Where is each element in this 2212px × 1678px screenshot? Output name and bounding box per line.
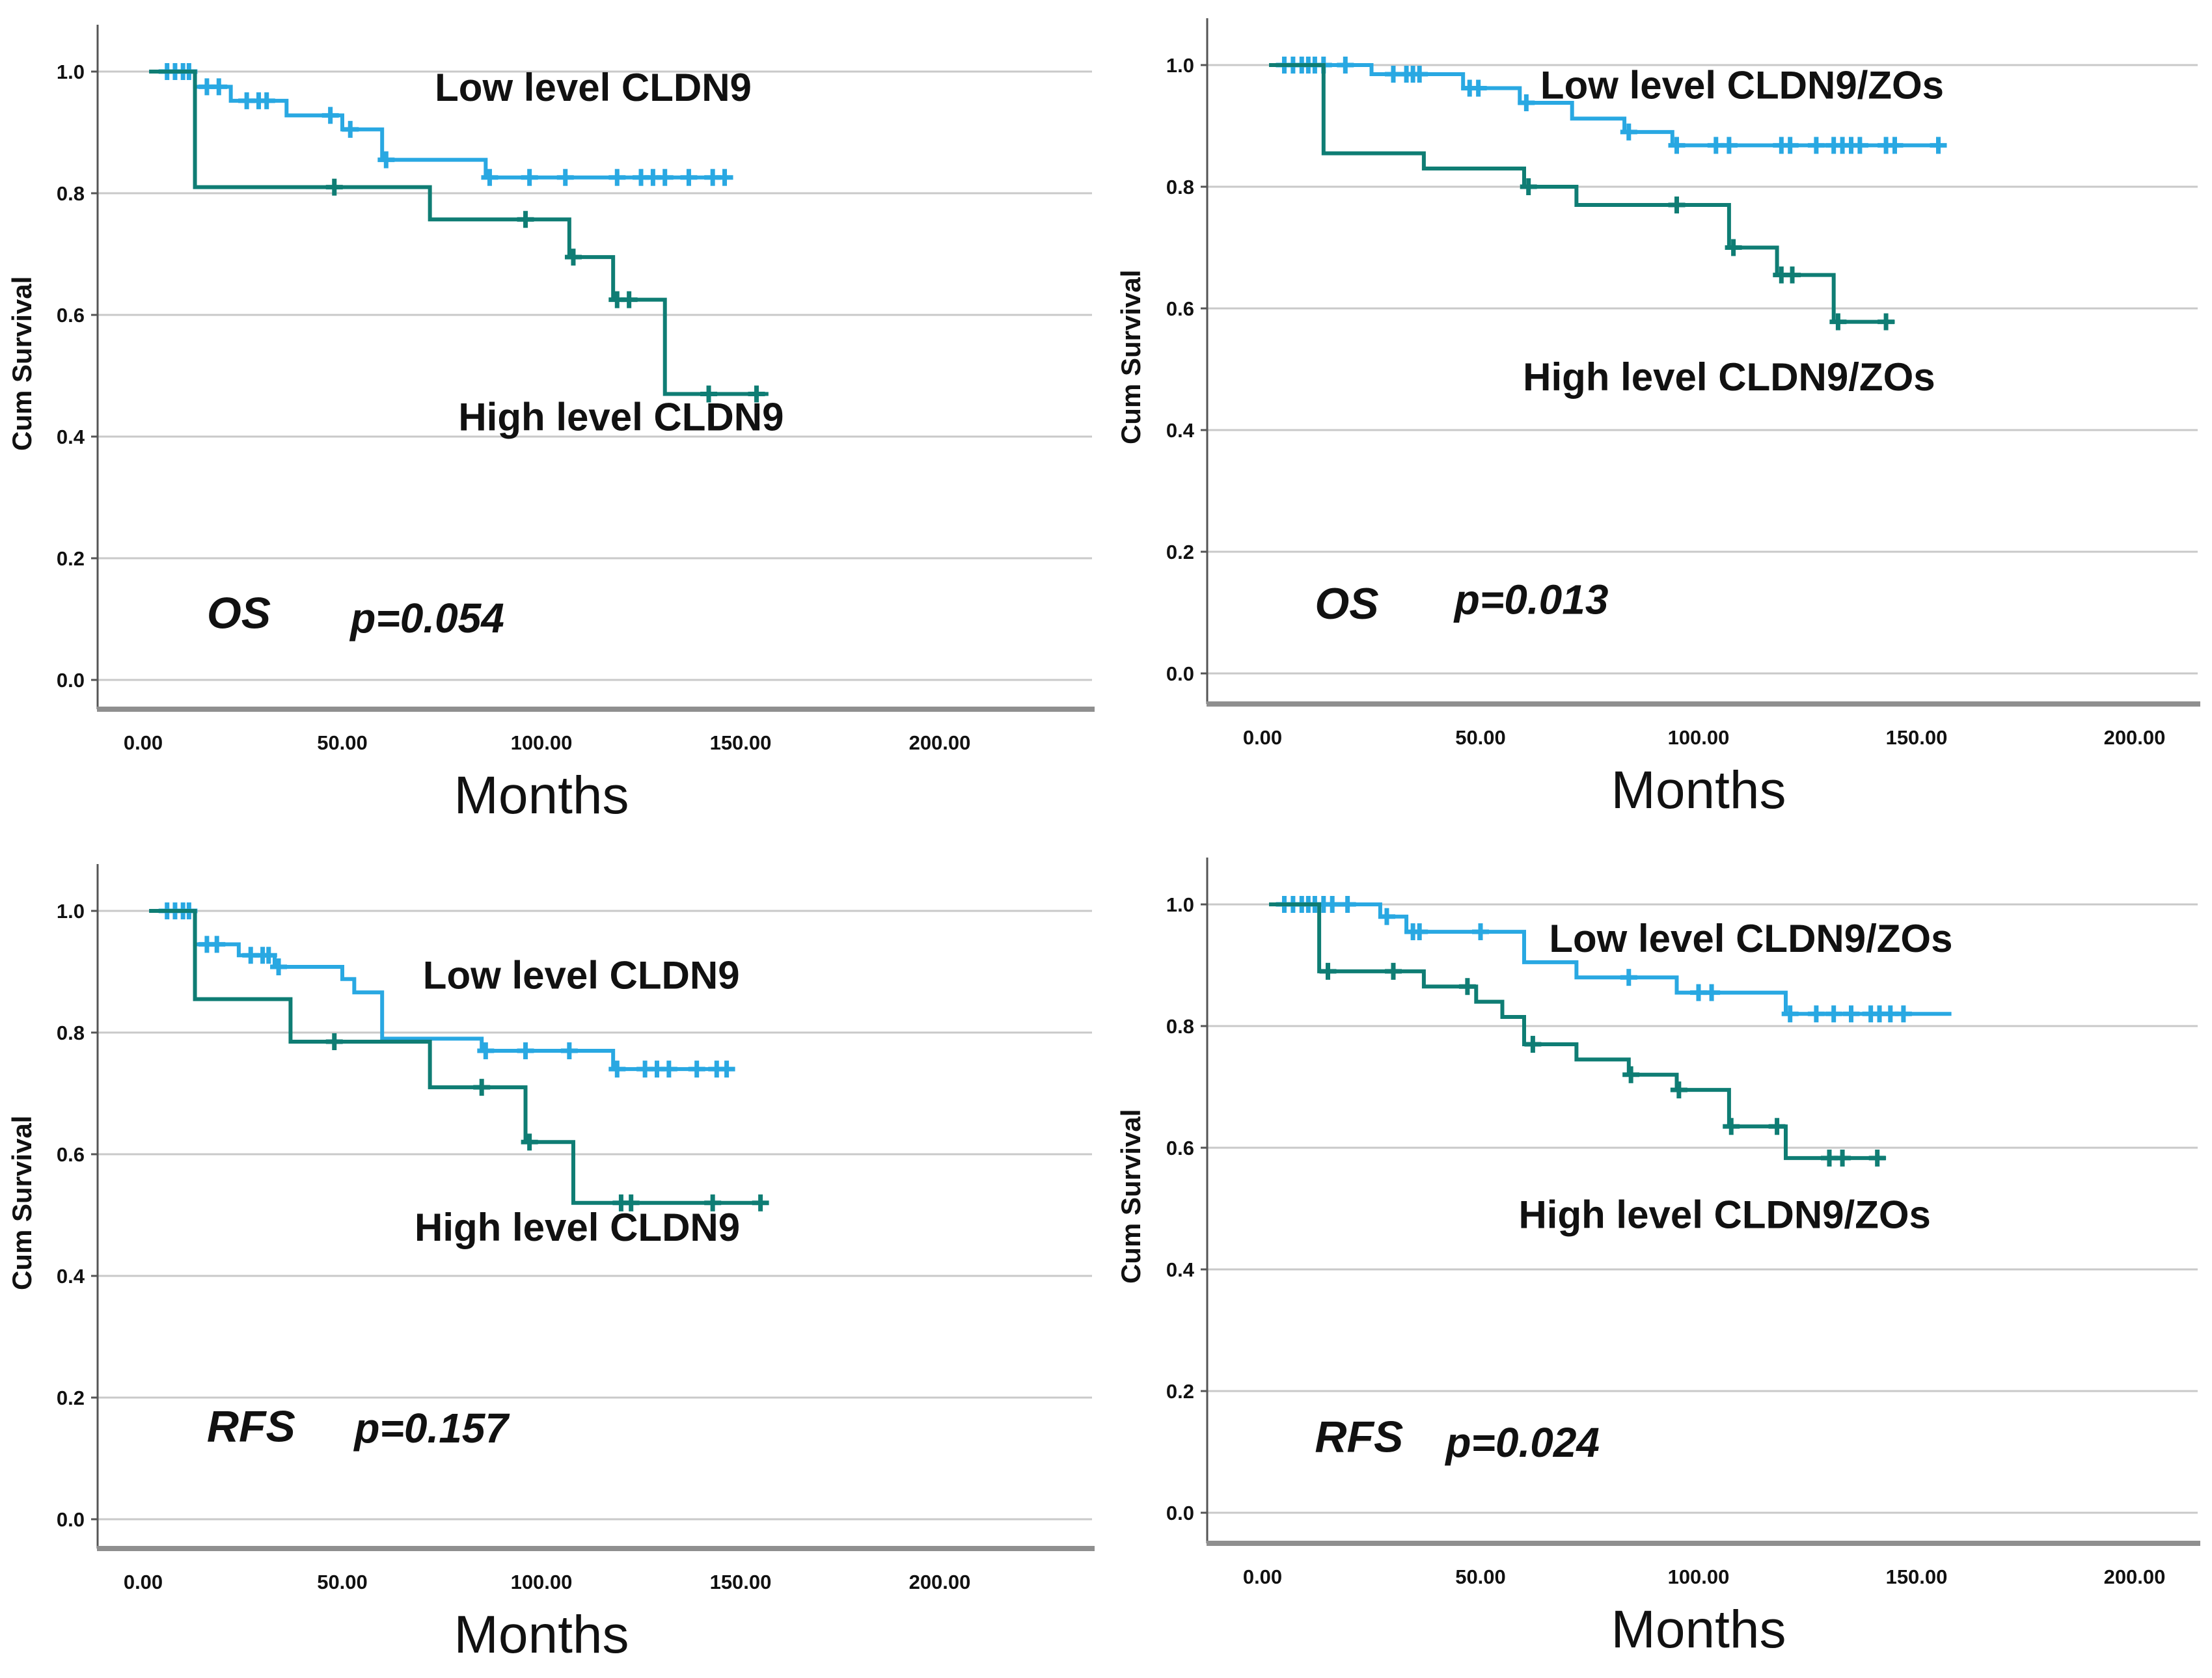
survival-curve-high — [1269, 902, 1887, 1160]
y-axis-title: Cum Survival — [1115, 270, 1146, 444]
y-tick-label: 0.6 — [1166, 297, 1194, 320]
x-tick-label: 100.00 — [511, 1571, 573, 1593]
series-label-high: High level CLDN9 — [458, 396, 784, 439]
km-panel-os-cldn9-zos: 1.0 0.8 0.6 0.4 0.2 0.0 0.00 50.00 100.00 150.00 2… — [1106, 0, 2212, 839]
y-tick-label: 0.2 — [1166, 1380, 1194, 1403]
km-panel-rfs-cldn9-zos: 1.0 0.8 0.6 0.4 0.2 0.0 0.00 50.00 100.00 150.00 2… — [1106, 839, 2212, 1678]
y-tick-label: 1.0 — [57, 61, 85, 83]
y-tick-label: 0.4 — [57, 426, 85, 448]
x-tick-label: 150.00 — [710, 731, 772, 754]
series-label-low: Low level CLDN9/ZOs — [1549, 917, 1952, 960]
y-tick-label: 0.8 — [57, 182, 85, 205]
y-tick-label: 0.0 — [1166, 662, 1194, 685]
series-label-low: Low level CLDN9 — [435, 66, 752, 109]
x-tick-label: 50.00 — [1455, 1565, 1506, 1588]
series-label-low: Low level CLDN9 — [423, 954, 740, 997]
y-tick-label: 0.4 — [57, 1265, 85, 1288]
survival-curve-low — [149, 909, 733, 1072]
x-tick-label: 0.00 — [1243, 726, 1282, 749]
x-tick-label: 50.00 — [317, 1571, 368, 1593]
series-label-low: Low level CLDN9/ZOs — [1540, 63, 1944, 107]
y-tick-label: 0.6 — [57, 304, 85, 327]
endpoint-label: OS — [207, 589, 271, 638]
x-tick-label: 200.00 — [2104, 726, 2166, 749]
y-tick-label: 1.0 — [1166, 893, 1194, 916]
survival-curve-high — [1269, 63, 1895, 324]
x-axis-title: Months — [454, 766, 629, 825]
survival-chart-svg: 1.0 0.8 0.6 0.4 0.2 0.0 0.00 50.00 100.00 150.00 2… — [1115, 858, 2200, 1659]
x-tick-label: 50.00 — [317, 731, 368, 754]
x-tick-label: 0.00 — [124, 1571, 163, 1593]
survival-chart-svg: 1.0 0.8 0.6 0.4 0.2 0.0 0.00 50.00 100.00 150.00 2… — [7, 25, 1095, 825]
y-tick-label: 0.2 — [57, 547, 85, 570]
x-axis-title: Months — [1611, 1600, 1786, 1659]
x-tick-label: 0.00 — [124, 731, 163, 754]
series-label-high: High level CLDN9/ZOs — [1523, 355, 1935, 399]
km-panel-rfs-cldn9: 1.0 0.8 0.6 0.4 0.2 0.0 0.00 50.00 100.00 150.00 2… — [0, 839, 1106, 1678]
x-axis-title: Months — [454, 1605, 629, 1664]
km-panel-os-cldn9: 1.0 0.8 0.6 0.4 0.2 0.0 0.00 50.00 100.00 150.00 2… — [0, 0, 1106, 839]
x-tick-label: 200.00 — [909, 1571, 971, 1593]
survival-chart-svg: 1.0 0.8 0.6 0.4 0.2 0.0 0.00 50.00 100.00 150.00 2… — [7, 864, 1095, 1664]
x-tick-label: 200.00 — [2104, 1565, 2166, 1588]
y-tick-label: 0.2 — [57, 1387, 85, 1409]
y-tick-label: 0.8 — [57, 1022, 85, 1044]
y-tick-label: 0.0 — [57, 1508, 85, 1531]
y-axis-title: Cum Survival — [1115, 1109, 1146, 1284]
series-label-high: High level CLDN9/ZOs — [1518, 1193, 1930, 1236]
x-tick-label: 150.00 — [1886, 1565, 1948, 1588]
y-axis-title: Cum Survival — [7, 277, 37, 451]
endpoint-label: RFS — [207, 1401, 295, 1451]
p-value-label: p=0.157 — [353, 1405, 510, 1452]
y-tick-label: 0.8 — [1166, 176, 1194, 198]
p-value-label: p=0.054 — [349, 595, 504, 642]
y-tick-label: 0.8 — [1166, 1015, 1194, 1038]
survival-curve-high — [149, 909, 769, 1205]
y-tick-label: 0.0 — [1166, 1502, 1194, 1524]
x-tick-label: 50.00 — [1455, 726, 1506, 749]
p-value-label: p=0.013 — [1453, 576, 1609, 623]
x-tick-label: 100.00 — [1668, 1565, 1730, 1588]
y-tick-label: 1.0 — [57, 900, 85, 923]
x-tick-label: 150.00 — [1886, 726, 1948, 749]
x-tick-label: 150.00 — [710, 1571, 772, 1593]
y-axis-title: Cum Survival — [7, 1116, 37, 1290]
y-tick-label: 0.4 — [1166, 419, 1195, 442]
survival-curve-high — [149, 70, 769, 396]
endpoint-label: OS — [1315, 579, 1378, 629]
x-axis-title: Months — [1611, 761, 1786, 820]
p-value-label: p=0.024 — [1444, 1419, 1600, 1466]
y-tick-label: 0.2 — [1166, 541, 1194, 563]
x-tick-label: 200.00 — [909, 731, 971, 754]
y-tick-label: 1.0 — [1166, 54, 1194, 77]
y-tick-label: 0.4 — [1166, 1258, 1195, 1281]
x-tick-label: 0.00 — [1243, 1565, 1282, 1588]
x-tick-label: 100.00 — [511, 731, 573, 754]
y-tick-label: 0.6 — [1166, 1137, 1194, 1159]
y-tick-label: 0.0 — [57, 669, 85, 692]
endpoint-label: RFS — [1315, 1413, 1403, 1462]
series-label-high: High level CLDN9 — [415, 1206, 740, 1249]
survival-chart-svg: 1.0 0.8 0.6 0.4 0.2 0.0 0.00 50.00 100.00 150.00 2… — [1115, 18, 2200, 820]
x-tick-label: 100.00 — [1668, 726, 1730, 749]
y-tick-label: 0.6 — [57, 1143, 85, 1166]
